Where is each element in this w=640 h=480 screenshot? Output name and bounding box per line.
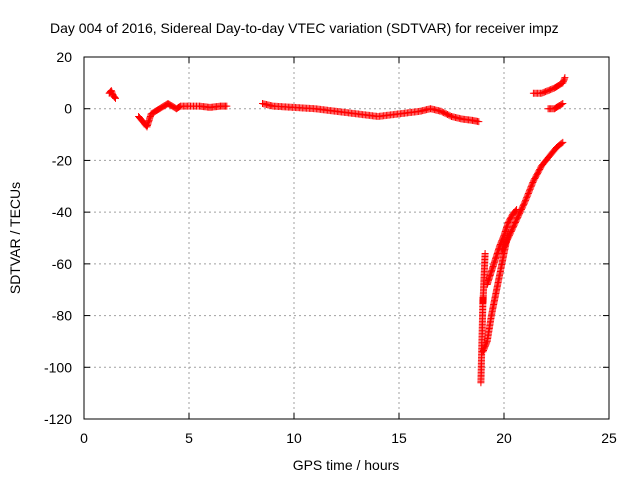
x-tick-label: 0 xyxy=(80,430,88,446)
grid-layer xyxy=(84,57,609,419)
data-point xyxy=(559,138,567,146)
y-tick-label: -20 xyxy=(52,152,72,168)
x-tick-label: 25 xyxy=(601,430,617,446)
plot-frame xyxy=(83,56,610,420)
data-point-fill xyxy=(558,100,566,108)
data-point-fill xyxy=(558,139,566,147)
y-tick-label: -80 xyxy=(52,308,72,324)
data-point xyxy=(112,94,119,102)
data-point xyxy=(561,74,569,82)
y-tick-label: 20 xyxy=(56,49,72,65)
data-point xyxy=(475,118,483,126)
y-axis-label: SDTVAR / TECUs xyxy=(7,182,23,294)
data-point-fill xyxy=(111,94,119,102)
y-tick-label: 0 xyxy=(64,101,72,117)
chart-title: Day 004 of 2016, Sidereal Day-to-day VTE… xyxy=(50,20,559,36)
y-tick-label: -120 xyxy=(44,411,72,427)
y-tick-label: -60 xyxy=(52,256,72,272)
data-point xyxy=(559,100,567,108)
data-point-fill xyxy=(560,75,568,83)
data-point xyxy=(223,102,231,110)
y-tick-label: -100 xyxy=(44,359,72,375)
x-tick-label: 5 xyxy=(185,430,193,446)
y-tick-label: -40 xyxy=(52,204,72,220)
points-layer xyxy=(105,74,569,387)
tick-layer: -120 -100 -80 -60 -40 -20 0 20 0 5 10 15 20 25 xyxy=(44,49,617,446)
x-tick-label: 10 xyxy=(286,430,302,446)
data-point xyxy=(481,250,489,258)
x-axis-label: GPS time / hours xyxy=(293,457,400,473)
x-tick-label: 20 xyxy=(496,430,512,446)
data-point-fill xyxy=(110,93,118,101)
x-tick-label: 15 xyxy=(391,430,407,446)
